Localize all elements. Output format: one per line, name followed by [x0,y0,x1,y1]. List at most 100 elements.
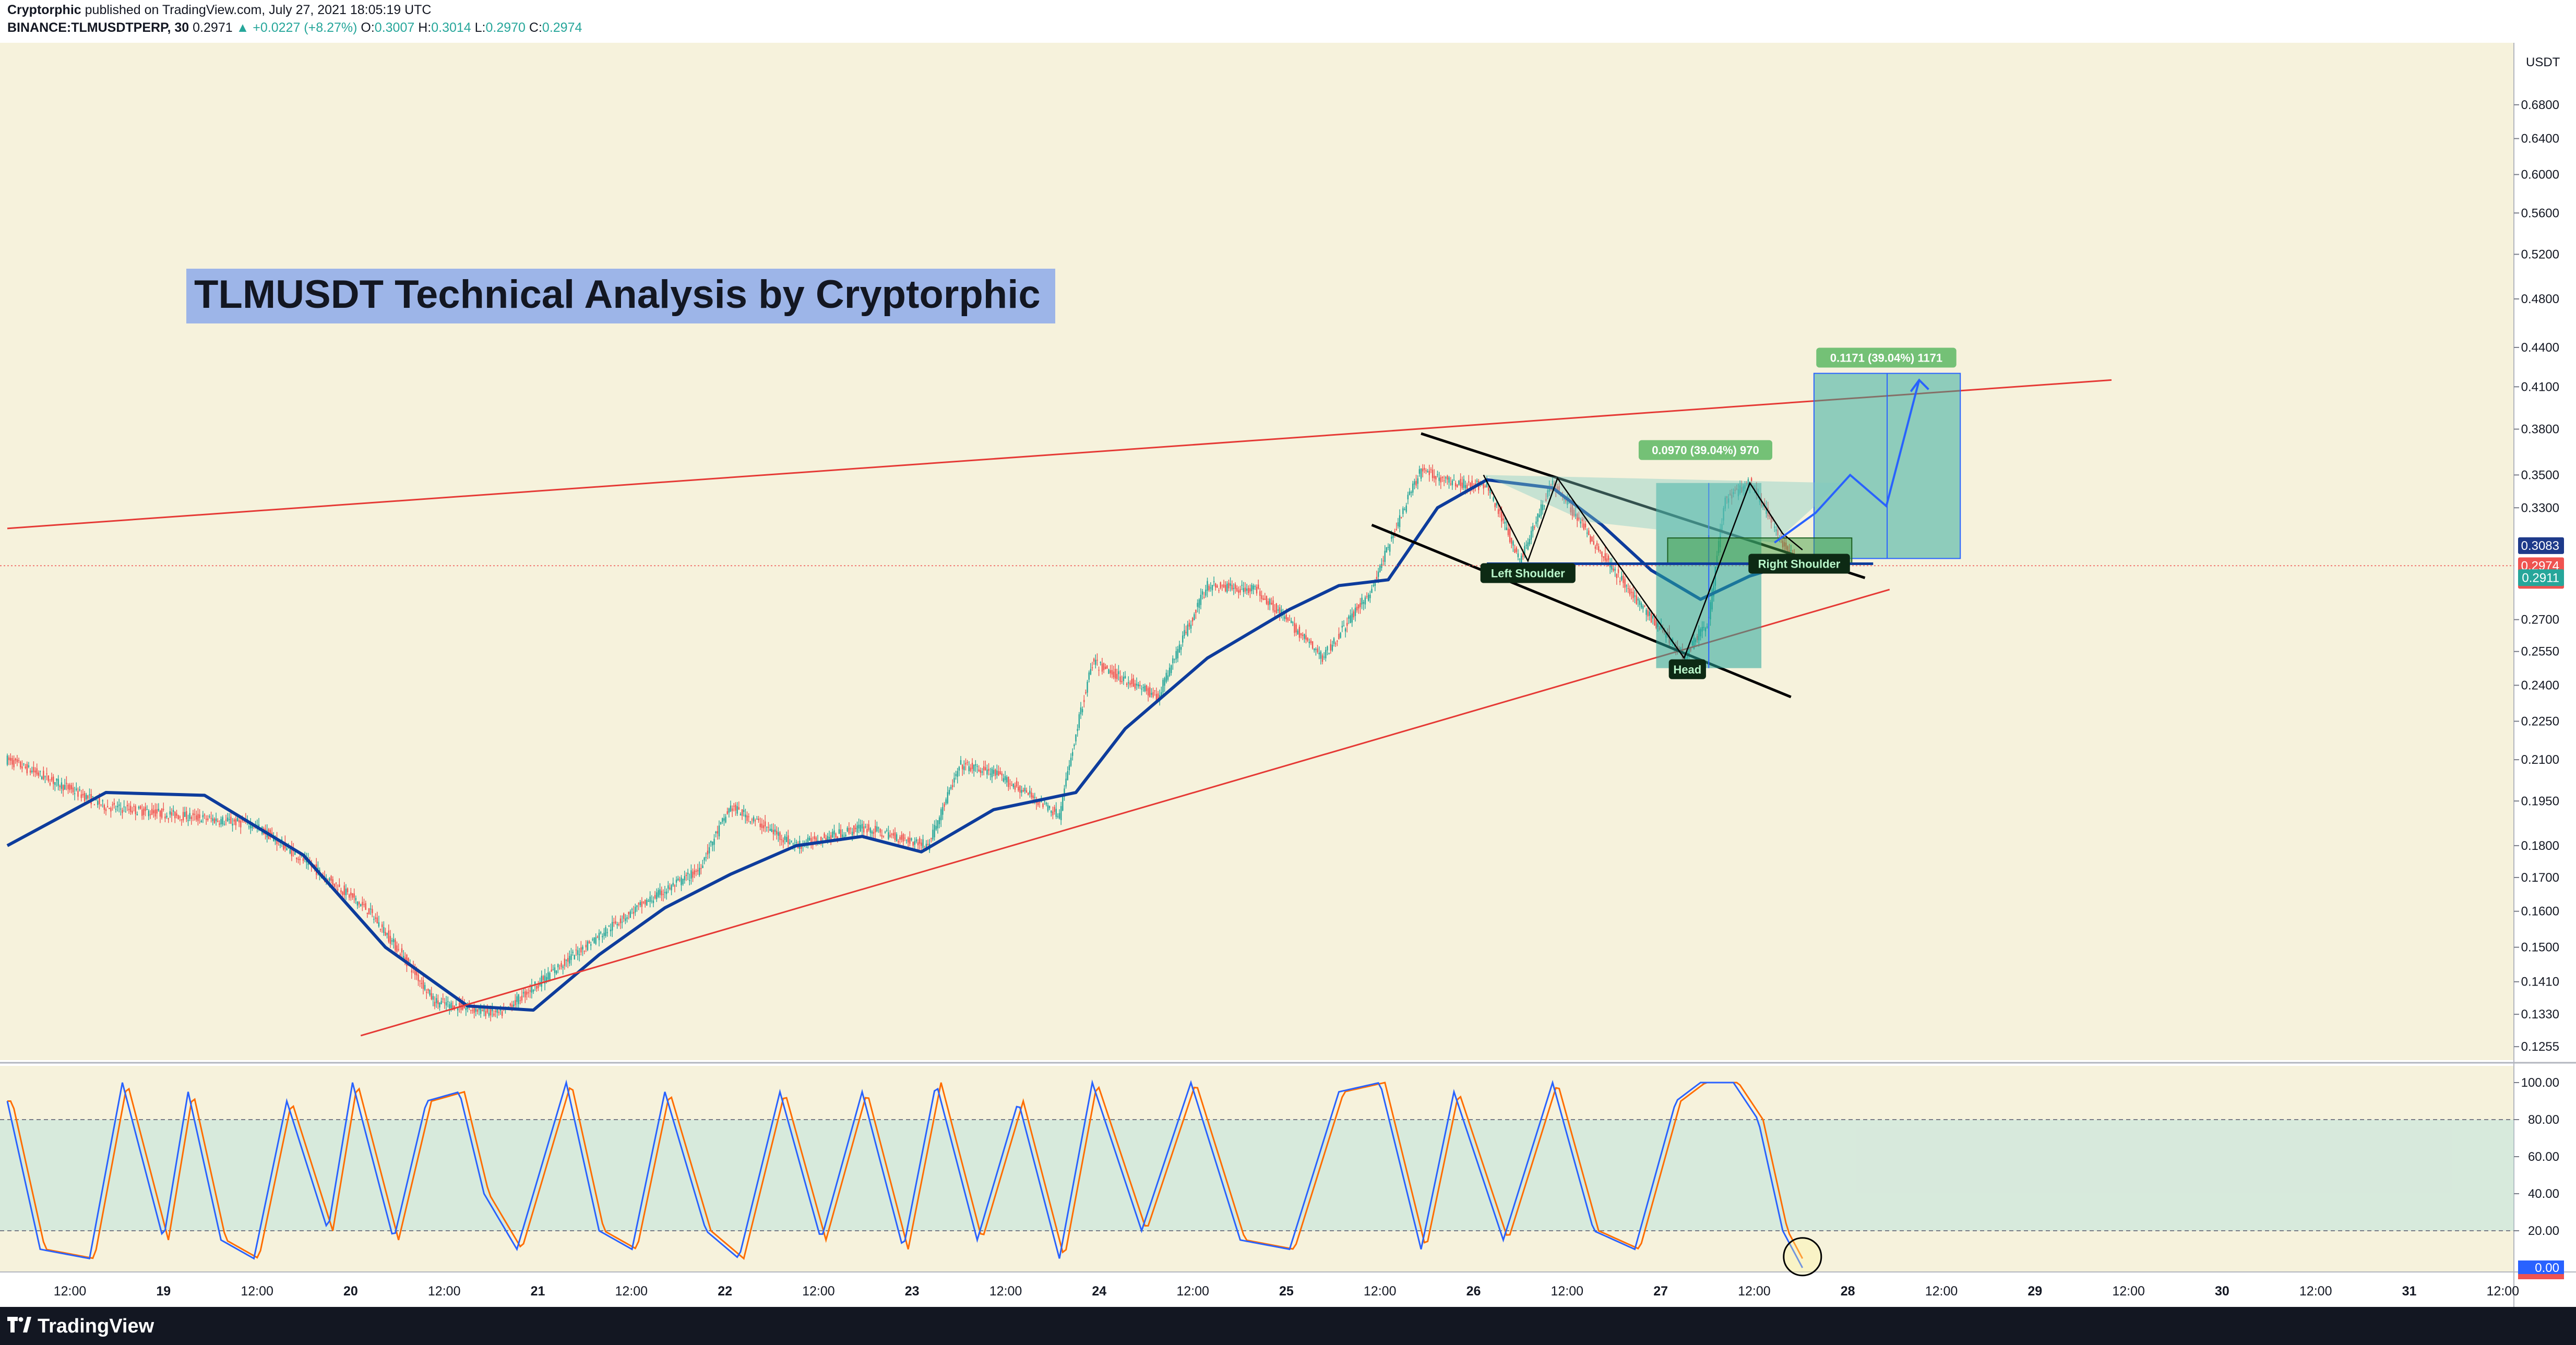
candle-body [549,972,551,980]
candle [991,766,993,783]
candle [1019,785,1021,799]
candle [470,1010,472,1014]
time-axis[interactable]: 12:00 19 12:00 20 12:00 21 12:00 22 12:00 23 12:00… [54,1284,2519,1299]
candle-body [932,830,934,839]
candle-body [44,776,46,777]
candle [197,808,199,826]
candle [1068,760,1070,775]
candle [219,820,220,827]
candle-body [858,824,860,829]
candle-body [1253,585,1254,590]
candle [999,767,1001,775]
candle [1354,603,1356,622]
candle-body [1239,589,1241,593]
candle [386,932,388,939]
candle [1634,590,1636,604]
candle-body [785,837,788,842]
symbol-name[interactable]: BINANCE:TLMUSDTPERP, 30 [7,20,189,35]
price-axis[interactable]: USDT0.68000.64000.60000.56000.52000.4800… [2514,55,2564,1054]
candle [1172,655,1174,670]
candle-body [1328,653,1330,654]
candle-body [342,892,343,895]
candle-body [587,941,589,950]
candle-body [981,771,983,773]
candle [1131,674,1132,688]
candle-body [736,806,738,814]
candle-body [534,981,536,986]
candle [217,818,219,823]
candle-body [722,818,723,822]
candle [1275,603,1277,614]
candle-body [414,968,416,975]
candle [79,786,80,792]
candle-body [830,835,832,840]
candle [1567,494,1568,508]
candle-body [641,901,643,907]
candle [638,902,639,910]
chart-svg[interactable]: USDT0.68000.64000.60000.56000.52000.4800… [0,0,2576,1307]
candle [781,834,782,846]
candle [1593,535,1594,545]
candle [745,809,746,824]
candle [593,937,595,944]
candle-body [570,954,572,960]
time-tick-label: 19 [156,1284,171,1299]
candle-body [1487,487,1489,491]
candle [128,803,130,814]
candle [1626,584,1627,593]
candle-body [20,761,21,767]
candle-body [1320,651,1322,659]
candle-body [1558,486,1560,493]
candle [720,822,722,825]
candle [378,916,380,928]
candle-body [62,785,64,791]
candle [1064,785,1065,801]
candle [1532,523,1534,538]
candle [1321,653,1323,665]
candle-body [132,810,133,813]
candle-body [486,1006,488,1013]
candle [542,975,544,983]
candle-body [1254,586,1256,587]
candle [945,797,947,806]
candle-body [759,823,761,827]
candle-body [967,762,968,763]
candle-body [919,838,921,844]
candle-body [1215,583,1217,587]
stoch-value-label: 0.00 [2535,1261,2559,1275]
candle [904,834,906,842]
candle [64,778,66,790]
tradingview-logo[interactable]: TradingView [7,1311,154,1342]
candle-body [1497,509,1499,514]
candle-body [1346,622,1348,626]
candle-body [1021,790,1022,793]
candle-body [788,835,789,844]
candle [1647,606,1649,620]
candle-body [1359,603,1361,607]
candle-body [498,1012,500,1013]
label-text: 0.0970 (39.04%) 970 [1652,444,1759,457]
candle [1119,670,1121,685]
candle-body [1414,481,1415,485]
author-name[interactable]: Cryptorphic [7,3,81,17]
candle-body [965,763,967,765]
candle-body [1144,686,1146,691]
price-badge [2518,537,2564,554]
candle [1111,664,1113,679]
candle-body [411,970,413,973]
candle [1636,590,1637,605]
stoch-d-badge [2518,1274,2564,1279]
candle [419,980,421,988]
candle [1142,684,1144,692]
candle-body [955,774,957,776]
candle-body [1180,647,1182,650]
candle [161,808,163,820]
candle-body [1333,638,1335,644]
candle-body [1775,529,1777,532]
candle [110,806,112,818]
candle-body [168,818,169,820]
candle [755,818,756,826]
candle-body [408,958,409,963]
candle [1364,595,1366,609]
